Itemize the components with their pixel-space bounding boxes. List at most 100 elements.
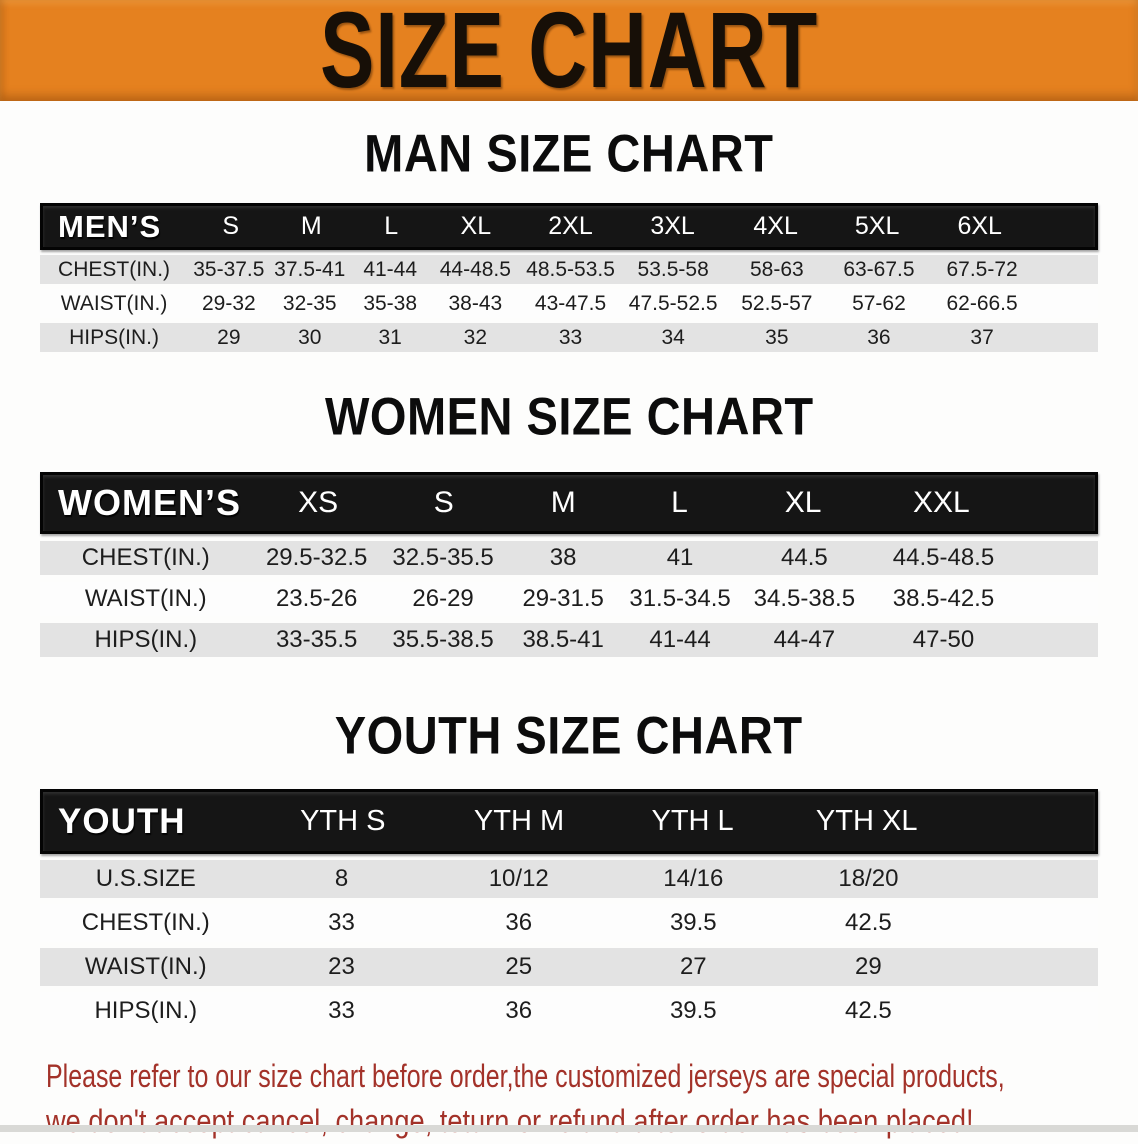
men-table-row: HIPS(IN.) 29 30 31 32 33 34 35 36 37 <box>40 323 1098 352</box>
youth-row-label: HIPS(IN.) <box>94 997 198 1024</box>
women-cell: 38 <box>549 544 577 571</box>
men-cell: 53.5-58 <box>637 257 709 281</box>
women-cell: 26-29 <box>412 585 474 612</box>
men-cell: 43-47.5 <box>534 291 607 315</box>
women-cell: 29.5-32.5 <box>265 544 368 571</box>
women-header-col-s: S <box>433 486 454 519</box>
men-header-col-2xl: 2XL <box>548 212 593 240</box>
youth-cell: 39.5 <box>669 909 717 936</box>
men-row-label: WAIST(IN.) <box>60 291 168 315</box>
disclaimer: Please refer to our size chart before or… <box>0 1054 1138 1144</box>
youth-row-label: WAIST(IN.) <box>84 953 207 980</box>
youth-cell: 27 <box>679 953 707 980</box>
women-cell: 47-50 <box>912 626 975 653</box>
men-header-col-xl: XL <box>460 212 492 240</box>
youth-cell: 29 <box>855 953 882 980</box>
youth-row-label: CHEST(IN.) <box>81 909 210 936</box>
men-table-row: CHEST(IN.) 35-37.5 37.5-41 41-44 44-48.5 48.5… <box>40 255 1098 284</box>
women-cell: 32.5-35.5 <box>392 544 494 571</box>
men-cell: 33 <box>558 325 583 349</box>
men-section-title: MAN SIZE CHART <box>0 125 1138 184</box>
women-header-col-l: L <box>671 486 688 519</box>
youth-header-col-yth-m: YTH M <box>473 805 565 837</box>
youth-header-col-yth-xl: YTH XL <box>815 805 918 837</box>
women-cell: 23.5-26 <box>275 585 358 612</box>
men-cell: 52.5-57 <box>741 291 813 315</box>
men-header-col-6xl: 6XL <box>957 212 1002 240</box>
women-cell: 33-35.5 <box>275 626 358 653</box>
women-header-col-xxl: XXL <box>913 486 970 519</box>
men-cell: 32-35 <box>282 291 337 315</box>
men-cell: 67.5-72 <box>946 257 1018 281</box>
youth-table-row: CHEST(IN.) 33 36 39.5 42.5 <box>40 904 1098 942</box>
disclaimer-line-2: we don't accept cancel, change, teturn o… <box>46 1103 974 1139</box>
men-header-col-l: L <box>384 212 399 240</box>
women-header-col-xs: XS <box>298 486 339 519</box>
women-row-label: CHEST(IN.) <box>81 544 210 571</box>
men-cell: 34 <box>661 325 685 349</box>
men-cell: 35 <box>765 325 789 349</box>
men-cell: 48.5-53.5 <box>526 257 615 281</box>
men-cell: 37 <box>970 325 994 349</box>
youth-cell: 36 <box>505 909 533 936</box>
men-row-label: CHEST(IN.) <box>58 257 171 281</box>
men-header-col-4xl: 4XL <box>753 212 798 240</box>
men-cell: 29-32 <box>201 291 256 315</box>
youth-cell: 42.5 <box>845 909 892 936</box>
men-cell: 44-48.5 <box>439 257 511 281</box>
men-cell: 37.5-41 <box>274 257 346 281</box>
women-cell: 38.5-41 <box>522 626 604 653</box>
men-header-col-5xl: 5XL <box>854 212 900 240</box>
men-cell: 36 <box>867 325 891 349</box>
men-cell: 29 <box>217 325 241 349</box>
men-cell: 35-37.5 <box>193 257 265 281</box>
women-row-label: WAIST(IN.) <box>84 585 207 612</box>
women-cell: 44.5 <box>781 544 828 571</box>
women-cell: 41 <box>666 544 694 571</box>
women-header-label: WOMEN’S <box>58 482 241 523</box>
youth-cell: 23 <box>328 953 355 980</box>
youth-section-title: YOUTH SIZE CHART <box>0 707 1138 766</box>
youth-cell: 14/16 <box>663 865 724 892</box>
youth-table-row: U.S.SIZE 8 10/12 14/16 18/20 <box>40 860 1098 898</box>
women-header-col-xl: XL <box>784 486 822 519</box>
men-cell: 63-67.5 <box>843 257 915 281</box>
men-cell: 38-43 <box>448 291 503 315</box>
youth-cell: 36 <box>505 997 533 1024</box>
youth-header-col-yth-l: YTH L <box>651 805 734 837</box>
women-cell: 29-31.5 <box>522 585 604 612</box>
youth-table-row: HIPS(IN.) 33 36 39.5 42.5 <box>40 992 1098 1030</box>
men-cell: 57-62 <box>852 291 906 315</box>
men-cell: 47.5-52.5 <box>628 291 718 315</box>
men-header-col-s: S <box>222 212 240 240</box>
men-header-label: MEN’S <box>58 208 162 244</box>
women-header-row: WOMEN’S XS S M L XL XXL <box>40 472 1098 534</box>
youth-cell: 25 <box>505 953 533 980</box>
women-row-label: HIPS(IN.) <box>94 626 198 653</box>
women-section-title-text: WOMEN SIZE CHART <box>324 388 814 447</box>
men-cell: 31 <box>378 325 402 349</box>
women-header-col-m: M <box>550 486 576 519</box>
youth-cell: 10/12 <box>488 865 549 892</box>
women-table-row: CHEST(IN.) 29.5-32.5 32.5-35.5 38 41 44.5 44.5… <box>40 541 1098 575</box>
men-table-row: WAIST(IN.) 29-32 32-35 35-38 38-43 43-47.5 47.… <box>40 289 1098 318</box>
men-cell: 62-66.5 <box>946 291 1018 315</box>
men-section-title-text: MAN SIZE CHART <box>364 125 774 184</box>
women-table-row: HIPS(IN.) 33-35.5 35.5-38.5 38.5-41 41-44 44-… <box>40 623 1098 657</box>
women-cell: 44-47 <box>773 626 836 653</box>
youth-cell: 42.5 <box>845 997 892 1024</box>
youth-header-label: YOUTH <box>58 801 186 841</box>
youth-table-row: WAIST(IN.) 23 25 27 29 <box>40 948 1098 986</box>
men-header-col-m: M <box>300 212 322 240</box>
women-section-title: WOMEN SIZE CHART <box>0 388 1138 447</box>
youth-cell: 39.5 <box>669 997 717 1024</box>
men-cell: 35-38 <box>363 291 418 315</box>
size-chart-banner: SIZE CHART <box>0 0 1138 110</box>
men-row-label: HIPS(IN.) <box>69 325 159 349</box>
men-size-table: MEN’S S M L XL 2XL 3XL 4XL 5XL 6XL CHEST(IN.) 35-37… <box>40 203 1098 352</box>
women-size-table: WOMEN’S XS S M L XL XXL CHEST(IN.) 29.5-32.5 32.5… <box>40 472 1098 657</box>
youth-section-title-text: YOUTH SIZE CHART <box>335 707 803 766</box>
youth-size-table: YOUTH YTH S YTH M YTH L YTH XL U.S.SIZE 8 10/12… <box>40 789 1098 1030</box>
banner-title: SIZE CHART <box>319 0 819 110</box>
youth-row-label: U.S.SIZE <box>95 865 196 892</box>
